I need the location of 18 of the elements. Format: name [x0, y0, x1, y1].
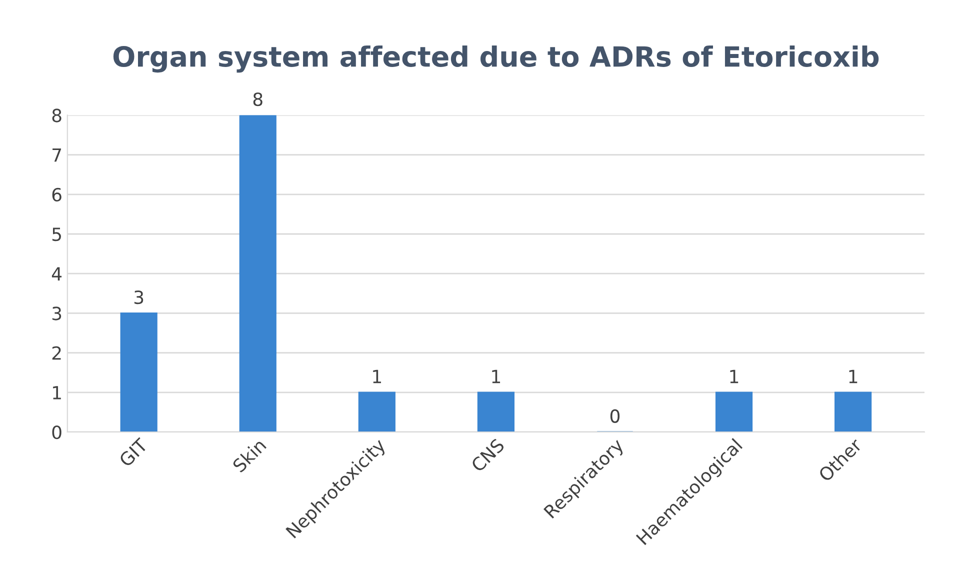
y-tick-label: 2	[52, 346, 61, 360]
data-label: 1	[730, 370, 738, 384]
y-tick-label: 1	[53, 386, 61, 400]
y-tick-label: 3	[52, 306, 62, 320]
y-tick-label: 0	[52, 425, 62, 440]
y-tick-label: 4	[52, 267, 62, 280]
chart-title: Organ system affected due to ADRs of Etoricoxib	[113, 45, 879, 73]
data-label: 1	[492, 370, 500, 384]
data-label: 1	[373, 370, 381, 384]
x-tick-label: GIT	[118, 437, 149, 468]
data-label: 3	[134, 290, 144, 304]
data-label: 1	[849, 370, 858, 384]
y-tick-label: 5	[52, 228, 61, 242]
data-label: 8	[253, 92, 262, 106]
data-label: 0	[610, 409, 620, 423]
y-tick-label: 8	[52, 108, 62, 122]
y-tick-label: 7	[52, 148, 62, 162]
y-tick-label: 6	[52, 188, 62, 202]
